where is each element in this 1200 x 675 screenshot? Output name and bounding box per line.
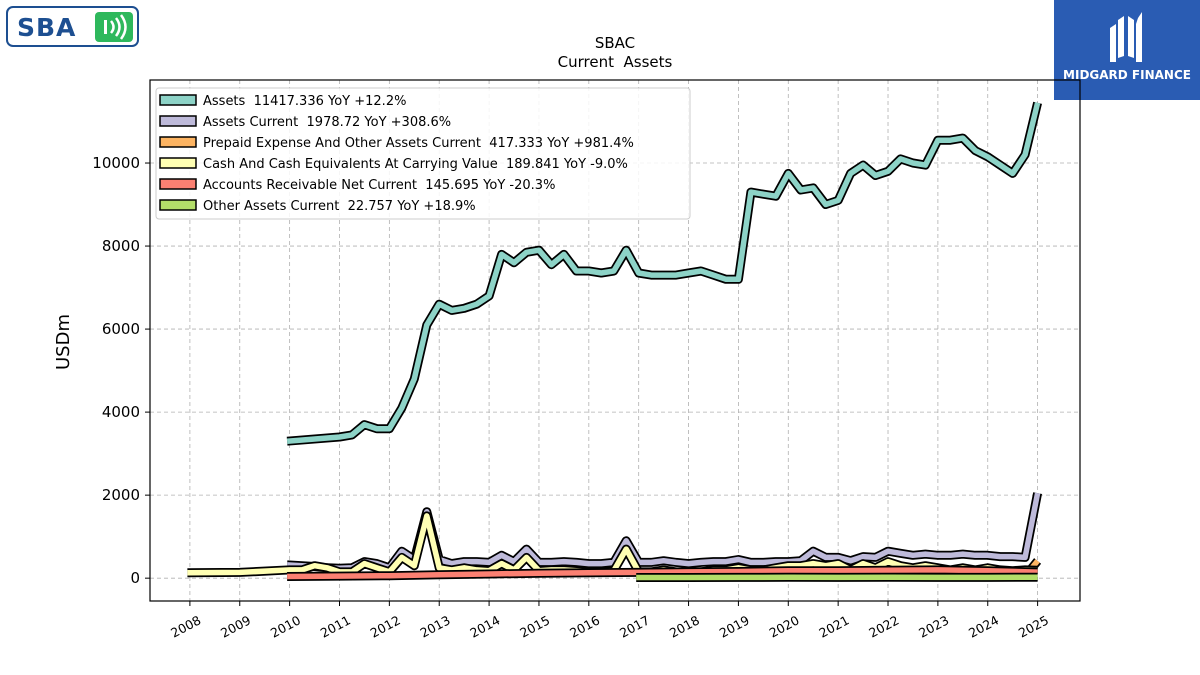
x-tick-label: 2025 (1016, 612, 1051, 640)
x-tick-label: 2023 (916, 612, 951, 640)
legend-entry: Assets Current 1978.72 YoY +308.6% (203, 115, 451, 130)
legend-entry: Accounts Receivable Net Current 145.695 … (203, 178, 555, 193)
x-tick-label: 2020 (767, 612, 802, 640)
legend-swatch (159, 178, 197, 190)
sba-logo-text: SBA (17, 13, 77, 42)
y-tick-label: 10000 (92, 154, 140, 172)
x-tick-label: 2014 (467, 612, 502, 640)
series-layer (187, 101, 1043, 582)
plot-frame (149, 79, 1081, 602)
sba-logo: SBA (6, 6, 139, 47)
x-tick-label: 2024 (966, 612, 1001, 640)
legend-entry: Assets 11417.336 YoY +12.2% (203, 94, 406, 109)
series-line (286, 102, 1041, 444)
x-tick-label: 2011 (318, 612, 353, 640)
series-line (287, 567, 1038, 580)
chart-subtitle: Current Assets (558, 53, 673, 71)
x-tick-label: 2016 (567, 612, 602, 640)
midgard-emblem-icon (1110, 12, 1142, 62)
y-tick-label: 2000 (102, 486, 140, 504)
chart-title: SBAC (595, 34, 635, 52)
midgard-logo: MIDGARD FINANCE (1054, 0, 1200, 100)
x-tick-label: 2010 (268, 612, 303, 640)
x-tick-label: 2019 (717, 612, 752, 640)
x-tick-label: 2008 (168, 612, 203, 640)
legend-swatch (159, 199, 197, 211)
x-tick-label: 2018 (667, 612, 702, 640)
x-tick-label: 2009 (218, 612, 253, 640)
legend-swatch (159, 157, 197, 169)
y-tick-label: 6000 (102, 320, 140, 338)
y-tick-label: 0 (130, 569, 140, 587)
legend-swatch (159, 136, 197, 148)
x-tick-label: 2015 (517, 612, 552, 640)
legend: Assets 11417.336 YoY +12.2% Assets Curren… (155, 87, 691, 220)
legend-entry: Prepaid Expense And Other Assets Current… (203, 136, 634, 151)
y-tick-label: 4000 (102, 403, 140, 421)
legend-box (155, 87, 691, 220)
legend-swatch (159, 115, 197, 127)
legend-swatch (159, 94, 197, 106)
y-tick-label: 8000 (102, 237, 140, 255)
x-tick-label: 2017 (617, 612, 652, 640)
x-tick-label: 2012 (368, 612, 403, 640)
legend-entry: Other Assets Current 22.757 YoY +18.9% (203, 199, 476, 214)
signal-icon (95, 12, 133, 42)
x-tick-label: 2013 (418, 612, 453, 640)
x-tick-label: 2022 (866, 612, 901, 640)
legend-entry: Cash And Cash Equivalents At Carrying Va… (203, 157, 628, 172)
midgard-logo-text: MIDGARD FINANCE (1063, 68, 1191, 82)
x-tick-label: 2021 (816, 612, 851, 640)
y-axis-label: USDm (53, 314, 74, 370)
